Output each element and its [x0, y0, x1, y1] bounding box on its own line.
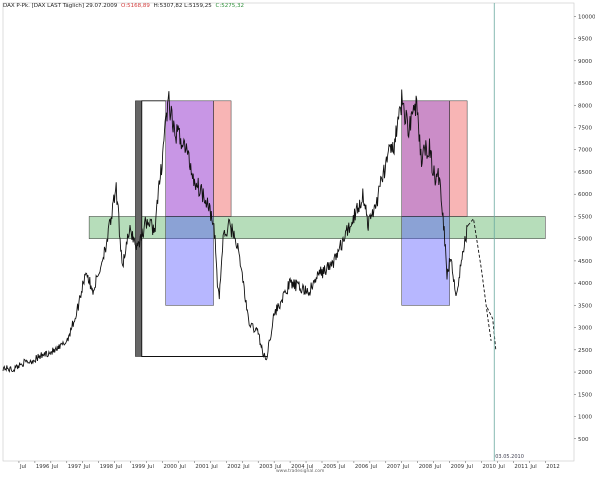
projection-rect [165, 216, 214, 306]
annotation-bands [88, 100, 546, 357]
y-tick-label: 7000 [578, 148, 592, 154]
x-tick-label: Jul [147, 464, 154, 470]
x-tick-label: 2008 [419, 464, 433, 470]
x-tick-label: 1997 [68, 464, 81, 470]
x-tick-label: 2010 [482, 464, 496, 470]
y-tick-label: 2000 [578, 370, 592, 376]
y-tick-label: 5000 [578, 237, 592, 243]
x-tick-label: Jul [338, 464, 345, 470]
x-tick-label: 2006 [355, 464, 369, 470]
y-tick-label: 8500 [578, 81, 592, 87]
y-tick-label: 4000 [578, 281, 592, 287]
x-tick-label: Jul [306, 464, 313, 470]
x-tick-label: 1998 [100, 464, 114, 470]
x-tick-label: Jul [370, 464, 377, 470]
y-tick-label: 3500 [578, 303, 592, 309]
x-tick-label: Jul [466, 464, 473, 470]
y-tick-label: 6500 [578, 170, 592, 176]
support-band [88, 216, 546, 239]
x-tick-label: Jul [178, 464, 185, 470]
high-low-value: H:5307,82 L:5159,25 [153, 3, 212, 9]
y-tick-label: 500 [578, 437, 589, 443]
x-tick-label: Jul [529, 464, 536, 470]
y-tick-label: 3000 [578, 326, 592, 332]
x-tick-label: Jul [434, 464, 441, 470]
x-tick-label: 2007 [387, 464, 400, 470]
x-tick-label: 2003 [259, 464, 272, 470]
y-tick-label: 9500 [578, 37, 592, 43]
y-axis: 500 1000 1500 2000 2500 3000 3500 4000 4500 5000 5… [574, 14, 595, 443]
projection-rect [213, 100, 232, 217]
projection-rect [165, 100, 214, 217]
x-tick-label: Jul [497, 464, 504, 470]
x-tick-label: 2005 [323, 464, 336, 470]
x-tick-label: Jul [402, 464, 409, 470]
x-tick-label: Jul [274, 464, 281, 470]
x-tick-label: 1999 [132, 464, 145, 470]
x-tick-label: Jul [115, 464, 122, 470]
y-tick-label: 8000 [578, 103, 592, 109]
y-tick-label: 6000 [578, 192, 592, 198]
x-tick-label: Jul [19, 464, 26, 470]
x-tick-label: Jul [242, 464, 249, 470]
plot-frame [2, 2, 575, 462]
price-line [2, 89, 469, 373]
y-tick-label: 5500 [578, 214, 592, 220]
chart-header: DAX P-Pk. [DAX LAST Täglich] 29.07.2009 … [3, 3, 246, 9]
x-tick-label: 2009 [451, 464, 464, 470]
forecast-line-2 [486, 307, 497, 350]
x-tick-label: 2002 [227, 464, 240, 470]
x-tick-label: Jul [51, 464, 58, 470]
x-tick-label: Jul [210, 464, 217, 470]
annotation-overlays: 03.05.2010 [141, 3, 524, 461]
forecast-line-1 [467, 217, 492, 341]
y-tick-label: 1500 [578, 392, 592, 398]
y-tick-label: 9000 [578, 59, 592, 65]
open-value: O:5168,89 [121, 3, 150, 9]
projection-rect [449, 100, 468, 217]
x-axis: Jul 1996 Jul 1997 Jul 1998 Jul 1999 Jul 2000 Jul 20… [18, 461, 560, 470]
projection-rect [401, 100, 450, 217]
projection-rect [401, 216, 450, 306]
y-tick-label: 4500 [578, 259, 592, 265]
target-date-label: 03.05.2010 [495, 454, 524, 460]
x-tick-label: 2011 [514, 464, 527, 470]
y-tick-label: 1000 [578, 415, 592, 421]
price-series [2, 89, 497, 373]
y-tick-label: 10000 [578, 14, 595, 20]
symbol-label: DAX P-Pk. [DAX LAST Täglich] 29.07.2009 [3, 3, 118, 9]
close-value: C:5275,32 [215, 3, 244, 9]
dark-bar [135, 100, 143, 357]
x-tick-label: 2000 [163, 464, 177, 470]
y-tick-label: 2500 [578, 348, 592, 354]
x-tick-label: 2001 [195, 464, 208, 470]
x-tick-label: Jul [83, 464, 90, 470]
y-tick-label: 7500 [578, 126, 592, 132]
x-tick-label: 2012 [546, 464, 559, 470]
bracket-outline [141, 100, 268, 357]
x-tick-label: 2004 [291, 464, 305, 470]
source-credit: www.tradesignal.com [276, 469, 325, 474]
x-tick-label: 1996 [36, 464, 50, 470]
